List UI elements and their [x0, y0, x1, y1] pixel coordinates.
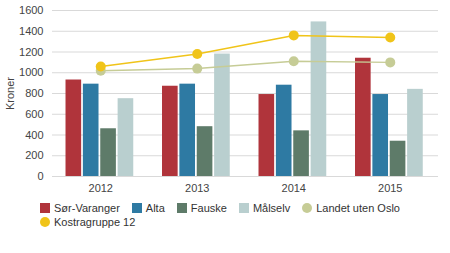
svg-text:200: 200	[25, 149, 43, 161]
html-text:Kostragruppe 12: Kostragruppe 12	[54, 216, 136, 228]
svg-text:2015: 2015	[378, 182, 402, 194]
html-text:Sør-Varanger: Sør-Varanger	[54, 202, 120, 214]
html-text:Alta: Alta	[145, 202, 165, 214]
svg-text:2012: 2012	[89, 182, 113, 194]
svg-text:1600: 1600	[19, 4, 43, 16]
svg-text:1400: 1400	[19, 25, 43, 37]
svg-text:1200: 1200	[19, 46, 43, 58]
html-text:Fauske: Fauske	[190, 202, 227, 214]
svg-text:2014: 2014	[282, 182, 306, 194]
svg-text:Kroner: Kroner	[4, 77, 16, 110]
html-text:Målselv: Målselv	[252, 202, 291, 214]
svg-text:400: 400	[25, 129, 43, 141]
svg-text:0: 0	[37, 170, 43, 182]
svg-text:1000: 1000	[19, 66, 43, 78]
svg-text:2013: 2013	[185, 182, 209, 194]
svg-text:600: 600	[25, 108, 43, 120]
svg-text:800: 800	[25, 87, 43, 99]
html-text:Landet uten Oslo: Landet uten Oslo	[316, 202, 400, 214]
